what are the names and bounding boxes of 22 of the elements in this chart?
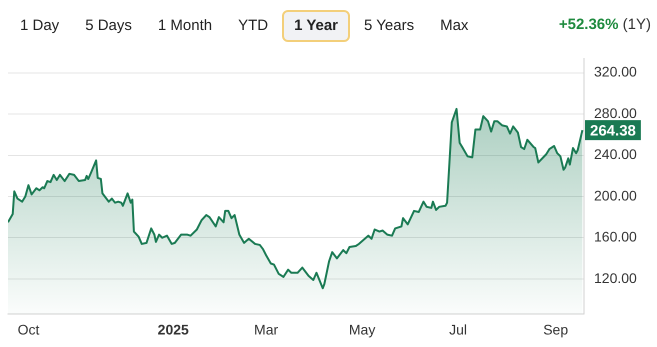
text: (1Y) xyxy=(622,16,651,33)
y-tick-label: 120.00 xyxy=(594,270,638,286)
text: 5 Days xyxy=(84,16,133,36)
x-tick-label: Mar xyxy=(254,321,278,338)
x-tick-label: Jul xyxy=(449,321,468,338)
text: 1 Day xyxy=(19,16,60,36)
chart-title: +52.36% xyxy=(558,16,618,33)
text: 1 Month xyxy=(156,16,214,36)
text: Max xyxy=(439,16,470,36)
x-tick-label: May xyxy=(348,321,376,338)
data-label: 264.38 xyxy=(590,122,636,140)
y-tick-label: 160.00 xyxy=(594,228,638,245)
y-tick-label: 240.00 xyxy=(594,146,638,162)
y-tick-label: 200.00 xyxy=(594,187,638,204)
text: 1 Year xyxy=(282,10,350,42)
y-tick-label: 280.00 xyxy=(594,104,638,121)
x-tick-label: Sep xyxy=(543,321,568,338)
text: 5 Years xyxy=(363,16,416,36)
y-tick-label: 320.00 xyxy=(594,64,638,80)
x-tick-label: 2025 xyxy=(158,321,190,338)
x-tick-label: Oct xyxy=(18,321,40,338)
text: YTD xyxy=(237,16,270,36)
